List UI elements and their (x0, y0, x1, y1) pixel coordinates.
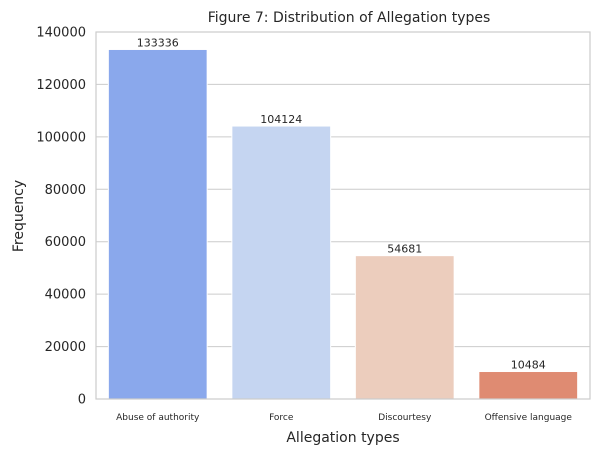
y-axis-ticks: 0 20000 40000 60000 80000 100000 120000 140000 (36, 26, 86, 408)
bar (354, 255, 455, 400)
y-tick-label: 140000 (36, 26, 86, 41)
data-labels: 133336 104124 54681 10484 (137, 36, 546, 371)
x-tick-label: Offensive language (485, 413, 573, 423)
y-axis-label: Frequency (11, 180, 27, 252)
y-tick-label: 40000 (45, 288, 86, 303)
x-axis-label: Allegation types (286, 430, 399, 446)
chart-title: Figure 7: Distribution of Allegation typ… (208, 10, 491, 26)
bar-value-label: 133336 (137, 36, 179, 49)
x-tick-label: Discourtesy (378, 413, 432, 423)
bar-value-label: 54681 (387, 243, 422, 256)
x-axis-ticks: Abuse of authority Force Discourtesy Offens… (116, 413, 572, 423)
bar (107, 48, 208, 400)
bar (478, 371, 579, 400)
y-tick-label: 0 (78, 393, 86, 408)
bars (107, 48, 579, 400)
y-tick-label: 60000 (45, 235, 86, 250)
y-tick-label: 120000 (36, 78, 86, 93)
plot-frame (95, 31, 591, 400)
bar-value-label: 10484 (511, 359, 546, 372)
bar (231, 125, 332, 400)
y-tick-label: 100000 (36, 130, 86, 145)
x-tick-label: Abuse of authority (116, 413, 200, 423)
y-tick-label: 80000 (45, 183, 86, 198)
y-tick-label: 20000 (45, 340, 86, 355)
bar-value-label: 104124 (260, 113, 302, 126)
x-tick-label: Force (269, 413, 294, 423)
